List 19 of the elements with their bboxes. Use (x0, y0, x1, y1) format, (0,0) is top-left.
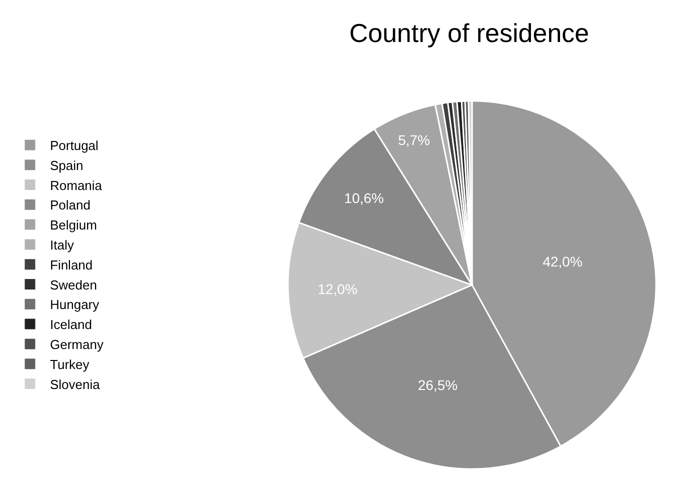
chart-title: Country of residence (349, 18, 590, 48)
data-label: 42,0% (542, 254, 582, 270)
legend-label: Sweden (50, 277, 97, 292)
data-label: 10,6% (344, 190, 384, 206)
legend-label: Italy (50, 238, 74, 253)
legend-label: Spain (50, 158, 84, 173)
legend-label: Portugal (50, 138, 99, 154)
legend-label: Belgium (50, 218, 97, 233)
legend-label: Poland (50, 198, 90, 213)
legend-label: Turkey (50, 356, 90, 372)
legend-label: Germany (50, 337, 104, 352)
legend-label: Finland (50, 257, 93, 272)
legend-label: Slovenia (50, 376, 101, 392)
data-label: 5,7% (398, 132, 430, 148)
legend-label: Hungary (50, 297, 100, 312)
legend-label: Iceland (50, 317, 92, 332)
legend-label: Romania (50, 178, 103, 193)
data-label: 12,0% (318, 281, 358, 298)
data-label: 26,5% (418, 377, 458, 394)
